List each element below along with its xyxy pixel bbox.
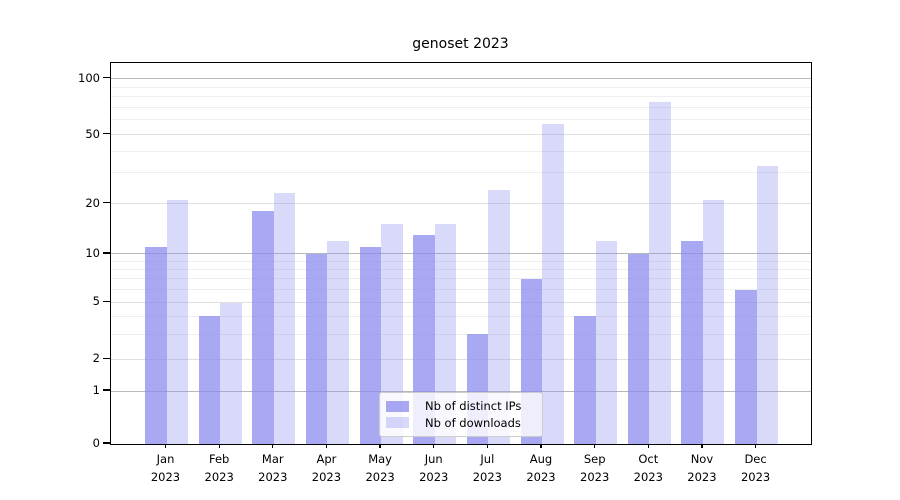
bar-downloads-apr xyxy=(327,240,349,444)
bar-distinct-ips-apr xyxy=(305,254,328,444)
x-tick-label-sep: Sep 2023 xyxy=(580,452,610,484)
y-tick-label: 50 xyxy=(85,126,100,141)
bar-downloads-aug xyxy=(542,123,564,444)
x-tick-mark xyxy=(647,443,649,448)
minor-gridline xyxy=(111,172,811,174)
minor-gridline xyxy=(111,106,811,108)
legend-entry: Nb of downloads xyxy=(386,415,534,431)
bar-distinct-ips-oct xyxy=(627,254,650,444)
x-tick-mark xyxy=(379,443,381,448)
plot-area xyxy=(110,62,812,445)
x-tick-mark xyxy=(486,443,488,448)
x-tick-label-mar: Mar 2023 xyxy=(258,452,288,484)
y-tick-label: 100 xyxy=(78,70,100,85)
y-tick-mark xyxy=(103,201,110,204)
bar-distinct-ips-nov xyxy=(681,240,703,444)
legend-swatch-distinct-ips xyxy=(386,400,409,412)
minor-gridline xyxy=(111,86,811,88)
bar-distinct-ips-dec xyxy=(735,289,757,444)
y-tick-mark xyxy=(103,442,110,444)
gridline xyxy=(111,358,811,360)
bar-downloads-mar xyxy=(273,193,296,444)
bar-distinct-ips-jan xyxy=(145,247,167,444)
bar-downloads-oct xyxy=(649,101,671,444)
minor-gridline xyxy=(111,150,811,152)
bar-distinct-ips-jun xyxy=(413,234,435,444)
x-tick-mark xyxy=(218,443,220,448)
y-tick-label: 1 xyxy=(92,383,100,397)
x-tick-label-jun: Jun 2023 xyxy=(419,452,449,484)
x-tick-mark xyxy=(701,443,703,448)
bar-distinct-ips-mar xyxy=(252,211,274,444)
y-tick-mark xyxy=(103,76,110,79)
x-tick-label-jan: Jan 2023 xyxy=(150,452,181,484)
x-tick-mark xyxy=(325,443,328,448)
x-tick-mark xyxy=(272,443,274,448)
bar-downloads-may xyxy=(381,224,403,444)
x-tick-label-oct: Oct 2023 xyxy=(633,452,663,484)
gridline xyxy=(111,134,811,135)
x-tick-mark xyxy=(594,443,596,448)
legend-entry: Nb of distinct IPs xyxy=(386,398,534,414)
minor-gridline xyxy=(111,289,811,291)
bar-downloads-nov xyxy=(702,199,725,444)
bar-downloads-sep xyxy=(595,240,618,444)
legend: Nb of distinct IPs Nb of downloads xyxy=(379,392,543,437)
x-tick-label-jul: Jul 2023 xyxy=(472,452,502,484)
bar-downloads-feb xyxy=(220,302,242,444)
x-tick-label-nov: Nov 2023 xyxy=(687,452,717,484)
bar-downloads-jun xyxy=(434,224,457,444)
gridline xyxy=(111,301,811,303)
x-tick-mark xyxy=(164,443,167,448)
x-tick-mark xyxy=(433,443,435,448)
legend-label: Nb of downloads xyxy=(425,415,521,430)
bar-downloads-dec xyxy=(756,165,779,444)
x-tick-label-apr: Apr 2023 xyxy=(311,452,342,484)
bar-distinct-ips-sep xyxy=(574,316,596,444)
gridline xyxy=(111,203,811,204)
bar-downloads-jul xyxy=(488,189,510,444)
legend-swatch-downloads xyxy=(386,417,409,429)
minor-gridline xyxy=(111,269,811,271)
x-tick-mark xyxy=(540,443,542,448)
y-tick-label: 20 xyxy=(85,195,100,210)
y-tick-mark xyxy=(103,389,110,391)
x-tick-label-feb: Feb 2023 xyxy=(204,452,234,484)
minor-gridline xyxy=(111,96,811,98)
y-tick-mark xyxy=(103,132,110,135)
y-tick-label: 5 xyxy=(92,294,100,309)
x-tick-label-aug: Aug 2023 xyxy=(526,452,556,484)
x-tick-label-may: May 2023 xyxy=(365,452,395,484)
y-tick-mark xyxy=(103,252,110,254)
plot-canvas xyxy=(111,63,811,444)
legend-label: Nb of distinct IPs xyxy=(425,399,522,414)
x-tick-mark xyxy=(754,443,757,448)
x-tick-label-dec: Dec 2023 xyxy=(740,452,771,484)
y-tick-label: 2 xyxy=(92,351,100,366)
minor-gridline xyxy=(111,278,811,280)
major-gridline xyxy=(111,78,811,79)
y-tick-label: 0 xyxy=(92,436,100,450)
y-tick-label: 10 xyxy=(85,245,100,260)
bar-distinct-ips-may xyxy=(359,247,382,444)
minor-gridline xyxy=(111,260,811,262)
y-tick-mark xyxy=(103,300,110,303)
bar-distinct-ips-feb xyxy=(198,316,221,444)
minor-gridline xyxy=(111,333,811,335)
major-gridline xyxy=(111,390,811,392)
minor-gridline xyxy=(111,119,811,121)
chart-title: genoset 2023 xyxy=(412,36,509,52)
minor-gridline xyxy=(111,315,811,317)
y-tick-mark xyxy=(103,357,110,359)
major-gridline xyxy=(111,253,811,255)
bar-downloads-jan xyxy=(166,199,188,444)
